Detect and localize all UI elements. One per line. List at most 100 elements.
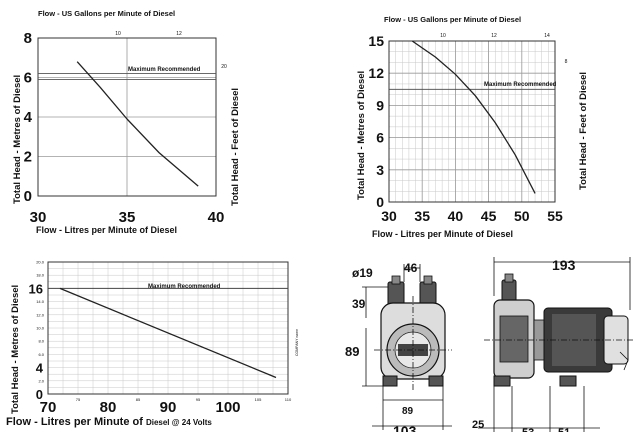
pump-dimension-drawing: 46 ø19 39 89 89 103 <box>345 257 635 437</box>
chart-1-right-tick: 20 <box>221 64 227 70</box>
chart-2-top-ticks: 10 12 14 <box>440 33 550 39</box>
dim-103: 103 <box>393 423 417 432</box>
chart-2-x-tick: 35 <box>414 208 430 224</box>
chart-1-top-tick: 12 <box>176 31 182 37</box>
chart-2-x-tick: 55 <box>547 208 563 224</box>
chart-2-title: Flow - US Gallons per Minute of Diesel <box>384 15 521 24</box>
chart-2-top-tick: 10 <box>440 33 446 39</box>
chart-3-x-minor-tick: 75 <box>76 397 81 402</box>
side-head-panel <box>499 315 529 363</box>
chart-3-y-tick: 4 <box>36 361 44 376</box>
chart-3-recommended-label: Maximum Recommended <box>148 284 221 290</box>
chart-2-x-tick: 40 <box>448 208 464 224</box>
chart-1-right-ticks: 20 <box>221 64 227 70</box>
front-dimensions: 46 ø19 39 89 89 103 <box>345 261 452 437</box>
chart-2-series-curve <box>411 40 536 194</box>
dim-193: 193 <box>552 257 576 273</box>
chart-3-y-minor-tick: 18.0 <box>36 273 45 278</box>
chart-1-x-tick: 35 <box>119 209 136 226</box>
side-port-cap <box>504 273 514 283</box>
chart-2-y-tick: 3 <box>376 162 384 178</box>
chart-3-y-minor-tick: 8.0 <box>38 339 44 344</box>
chart-2-x-tick: 45 <box>481 208 497 224</box>
chart-2-x-ticks: 30 35 40 45 50 55 <box>381 208 563 224</box>
chart-1-grid <box>38 38 216 196</box>
chart-1-y-tick: 0 <box>24 188 32 205</box>
chart-3-frame <box>47 261 289 395</box>
chart-1-x-tick: 40 <box>208 209 225 226</box>
chart-3-y-label: Total Head - Metres of Diesel <box>10 285 21 414</box>
foot-left <box>382 375 398 387</box>
chart-1-y2-label: Total Head - Feet of Diesel <box>230 88 241 206</box>
chart-3-y-minor-tick: 12.0 <box>36 312 45 317</box>
chart-3-x-minor-tick: 95 <box>196 397 201 402</box>
chart-3-y-minor-tick: 14.0 <box>36 299 45 304</box>
chart-2-top-tick: 14 <box>544 33 550 39</box>
chart-3-y2-label: COMPANY name <box>295 329 299 356</box>
chart-3-x-tick: 70 <box>40 399 57 416</box>
chart-1-y-ticks: 0 2 4 6 8 <box>24 30 33 205</box>
chart-3-series-line <box>59 287 277 379</box>
foot-right <box>428 375 444 387</box>
chart-1-y-label: Total Head - Metres of Diesel <box>12 75 23 204</box>
chart-2-recommended-label: Maximum Recommended <box>484 82 557 88</box>
chart-3-x-ticks: 70 80 90 100 <box>40 399 241 416</box>
chart-2-grid <box>389 41 555 202</box>
port-cap-right <box>423 275 433 285</box>
chart-3-x-label: Flow - Litres per Minute of Diesel @ 24 … <box>6 416 212 428</box>
port-cap-left <box>391 275 401 285</box>
dim-25: 25 <box>472 419 484 431</box>
side-foot-left <box>493 375 511 387</box>
chart-1-y-tick: 2 <box>24 149 32 166</box>
dim-89-horizontal: 89 <box>402 406 414 417</box>
chart-1-recommended-label: Maximum Recommended <box>128 67 201 73</box>
side-cable <box>619 351 629 371</box>
chart-3-y-minor-tick: 2.0 <box>38 378 44 383</box>
chart-1-y-tick: 8 <box>24 30 32 47</box>
chart-3-y-minor-tick: 10.0 <box>36 326 45 331</box>
dim-89-vertical: 89 <box>345 344 359 359</box>
chart-1: Flow - US Gallons per Minute of Diesel M… <box>12 9 241 235</box>
chart-1-x-label: Flow - Litres per Minute of Diesel <box>36 225 177 235</box>
pump-side-view <box>484 273 635 387</box>
chart-3-x-minor-tick: 105 <box>255 397 262 402</box>
chart-2-x-tick: 30 <box>381 208 397 224</box>
chart-2-x-tick: 50 <box>514 208 530 224</box>
chart-2-x-label: Flow - Litres per Minute of Diesel <box>372 229 513 239</box>
dim-46: 46 <box>404 261 418 275</box>
chart-3-x-tick: 80 <box>100 399 117 416</box>
chart-2-y-label: Total Head - Metres of Diesel <box>356 71 367 200</box>
chart-2-y-tick: 9 <box>376 97 384 113</box>
chart-3-x-tick: 100 <box>215 399 240 416</box>
chart-1-y-tick: 4 <box>24 109 33 126</box>
dim-53: 53 <box>522 427 534 432</box>
dim-51: 51 <box>558 427 570 432</box>
chart-1-x-tick: 30 <box>30 209 47 226</box>
chart-1-y-tick: 6 <box>24 70 32 87</box>
chart-3-y-minor-ticks: 20.0 18.0 14.0 12.0 10.0 8.0 6.0 2.0 <box>36 260 45 384</box>
chart-3-y-tick: 16 <box>29 281 43 296</box>
chart-3-x-minor-tick: 85 <box>136 397 141 402</box>
chart-1-title: Flow - US Gallons per Minute of Diesel <box>38 9 175 18</box>
chart-2-y-ticks: 0 3 6 9 12 15 <box>368 33 384 210</box>
pump-front-view <box>374 275 452 390</box>
chart-2-y-tick: 15 <box>368 33 384 49</box>
chart-2-right-tick: 8 <box>565 59 568 65</box>
chart-2-y-tick: 12 <box>368 65 384 81</box>
chart-1-top-ticks: 10 12 <box>115 31 182 37</box>
chart-2-y2-label: Total Head - Feet of Diesel <box>578 72 589 190</box>
chart-2-y-tick: 0 <box>376 194 384 210</box>
dim-diameter-19: ø19 <box>352 266 373 280</box>
chart-2-top-tick: 12 <box>491 33 497 39</box>
chart-2-y-tick: 6 <box>376 130 384 146</box>
chart-3: Maximum Recommended 70 80 90 100 75 85 95 105 1… <box>6 260 299 429</box>
side-foot-right <box>559 375 577 387</box>
chart-1-frame <box>37 37 217 197</box>
chart-2-frame <box>388 40 556 203</box>
chart-2-right-ticks: 8 <box>565 59 568 65</box>
chart-3-fine-grid <box>47 261 289 395</box>
chart-2-fine-grid <box>388 40 556 203</box>
